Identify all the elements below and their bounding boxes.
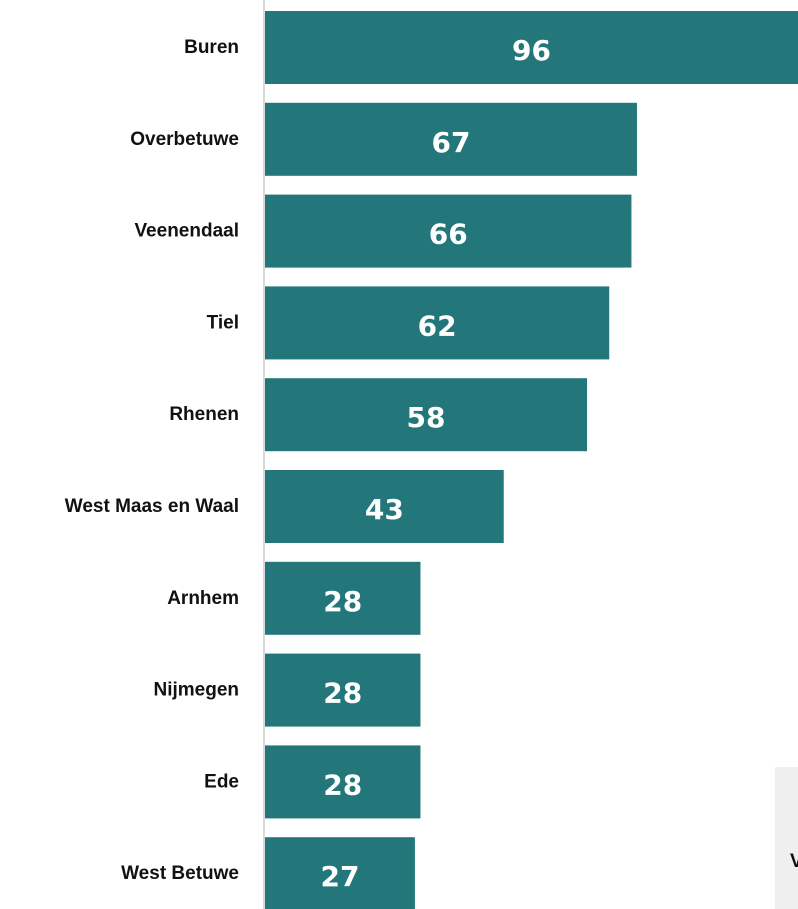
info-panel [775, 767, 798, 909]
value-label-arnhem: 28 [323, 585, 362, 618]
category-label-west-maas-en-waal: West Maas en Waal [65, 496, 239, 517]
category-label-tiel: Tiel [207, 312, 239, 333]
bar-west-maas-en-waal [265, 470, 504, 543]
bar-ede [265, 745, 421, 819]
category-label-veenendaal: Veenendaal [134, 221, 239, 242]
value-label-west-betuwe: 27 [320, 860, 359, 893]
value-label-tiel: 62 [418, 309, 457, 342]
value-label-nijmegen: 28 [323, 677, 362, 710]
value-label-veenendaal: 66 [429, 218, 468, 251]
category-label-west-betuwe: West Betuwe [121, 863, 239, 884]
bar-nijmegen [265, 653, 421, 727]
value-labels: 96 67 66 62 58 43 28 28 28 27 [320, 34, 551, 893]
bar-overbetuwe [265, 102, 637, 176]
value-label-ede: 28 [323, 768, 362, 801]
bar-rhenen [265, 378, 588, 452]
category-label-ede: Ede [204, 771, 239, 792]
bar-buren [265, 11, 798, 84]
category-label-buren: Buren [184, 37, 239, 58]
category-label-overbetuwe: Overbetuwe [130, 129, 239, 150]
bar-veenendaal [265, 194, 632, 268]
bar-arnhem [265, 561, 421, 635]
info-panel-text: V [790, 851, 798, 872]
category-label-arnhem: Arnhem [167, 588, 239, 609]
value-label-rhenen: 58 [407, 401, 446, 434]
category-label-nijmegen: Nijmegen [153, 680, 239, 701]
value-label-west-maas-en-waal: 43 [365, 493, 404, 526]
bar-west-betuwe [265, 837, 415, 909]
category-labels: Buren Overbetuwe Veenendaal Tiel Rhenen West … [65, 37, 239, 884]
bars-layer [265, 11, 798, 909]
bar-tiel [265, 286, 610, 360]
value-label-overbetuwe: 67 [432, 126, 471, 159]
category-label-rhenen: Rhenen [169, 404, 239, 425]
value-label-buren: 96 [512, 34, 551, 67]
